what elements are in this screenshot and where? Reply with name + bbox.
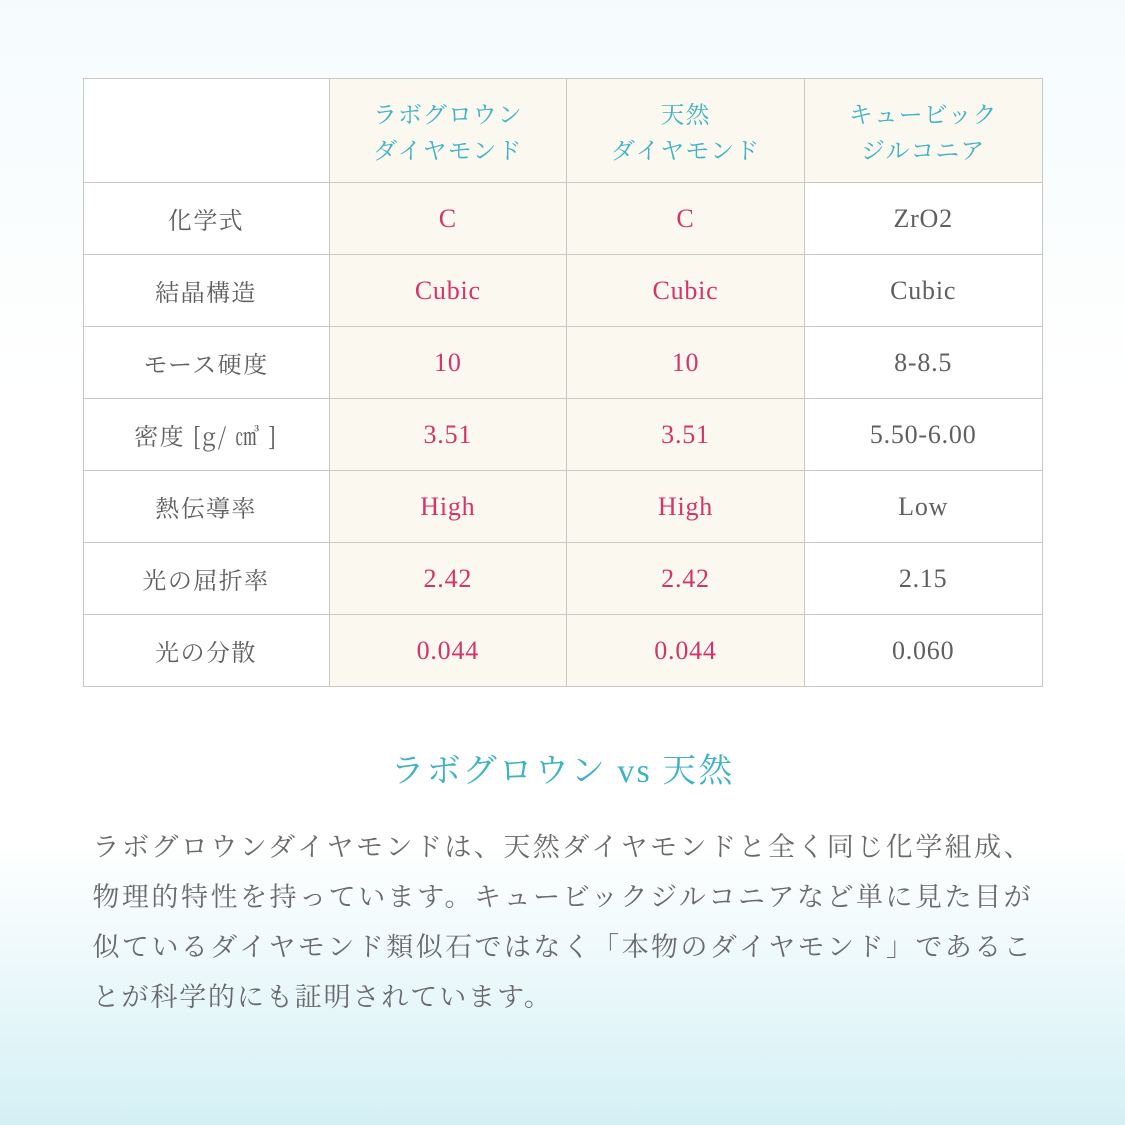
table-cell: Cubic: [804, 255, 1042, 327]
table-header-col-1: ラボグロウン ダイヤモンド: [329, 79, 567, 183]
table-cell: 3.51: [567, 399, 805, 471]
row-label: 光の分散: [83, 615, 329, 687]
table-body: 化学式CCZrO2結晶構造CubicCubicCubicモース硬度10108-8…: [83, 183, 1042, 687]
row-label: 光の屈折率: [83, 543, 329, 615]
col-label-line1: 天然: [661, 95, 711, 130]
table-cell: High: [329, 471, 567, 543]
row-label: 化学式: [83, 183, 329, 255]
row-label: 結晶構造: [83, 255, 329, 327]
table-row: モース硬度10108-8.5: [83, 327, 1042, 399]
table-row: 熱伝導率HighHighLow: [83, 471, 1042, 543]
col-label-line1: ラボグロウン: [373, 95, 523, 130]
table-cell: Cubic: [567, 255, 805, 327]
table-cell: 0.044: [329, 615, 567, 687]
comparison-table: ラボグロウン ダイヤモンド 天然 ダイヤモンド キュービック ジルコニア 化学式…: [83, 78, 1043, 687]
body-paragraph: ラボグロウンダイヤモンドは、天然ダイヤモンドと全く同じ化学組成、物理的特性を持っ…: [93, 820, 1033, 1020]
row-label: モース硬度: [83, 327, 329, 399]
comparison-table-wrap: ラボグロウン ダイヤモンド 天然 ダイヤモンド キュービック ジルコニア 化学式…: [83, 78, 1043, 687]
table-cell: High: [567, 471, 805, 543]
heading-vs: vs: [607, 753, 662, 790]
row-label: 熱伝導率: [83, 471, 329, 543]
table-cell: 2.15: [804, 543, 1042, 615]
table-cell: C: [329, 183, 567, 255]
col-label-line2: ダイヤモンド: [373, 131, 522, 166]
table-row: 化学式CCZrO2: [83, 183, 1042, 255]
row-label: 密度 [g/ ㎤ ]: [83, 399, 329, 471]
table-header-row: ラボグロウン ダイヤモンド 天然 ダイヤモンド キュービック ジルコニア: [83, 79, 1042, 183]
table-cell: Low: [804, 471, 1042, 543]
table-header-col-2: 天然 ダイヤモンド: [567, 79, 805, 183]
table-cell: ZrO2: [804, 183, 1042, 255]
table-row: 光の屈折率2.422.422.15: [83, 543, 1042, 615]
heading-part1: ラボグロウン: [391, 743, 607, 792]
table-row: 密度 [g/ ㎤ ]3.513.515.50-6.00: [83, 399, 1042, 471]
table-cell: 3.51: [329, 399, 567, 471]
table-row: 結晶構造CubicCubicCubic: [83, 255, 1042, 327]
table-header-col-3: キュービック ジルコニア: [804, 79, 1042, 183]
col-label-line2: ジルコニア: [861, 131, 985, 166]
col-label-line2: ダイヤモンド: [611, 131, 760, 166]
table-cell: C: [567, 183, 805, 255]
table-cell: 10: [329, 327, 567, 399]
table-cell: 0.044: [567, 615, 805, 687]
table-cell: 10: [567, 327, 805, 399]
table-cell: 2.42: [567, 543, 805, 615]
section-heading: ラボグロウン vs 天然: [391, 743, 735, 792]
table-row: 光の分散0.0440.0440.060: [83, 615, 1042, 687]
table-cell: 8-8.5: [804, 327, 1042, 399]
table-cell: 5.50-6.00: [804, 399, 1042, 471]
table-cell: 2.42: [329, 543, 567, 615]
heading-part2: 天然: [662, 743, 734, 792]
col-label-line1: キュービック: [849, 95, 998, 130]
table-cell: 0.060: [804, 615, 1042, 687]
table-header-empty: [83, 79, 329, 183]
table-cell: Cubic: [329, 255, 567, 327]
